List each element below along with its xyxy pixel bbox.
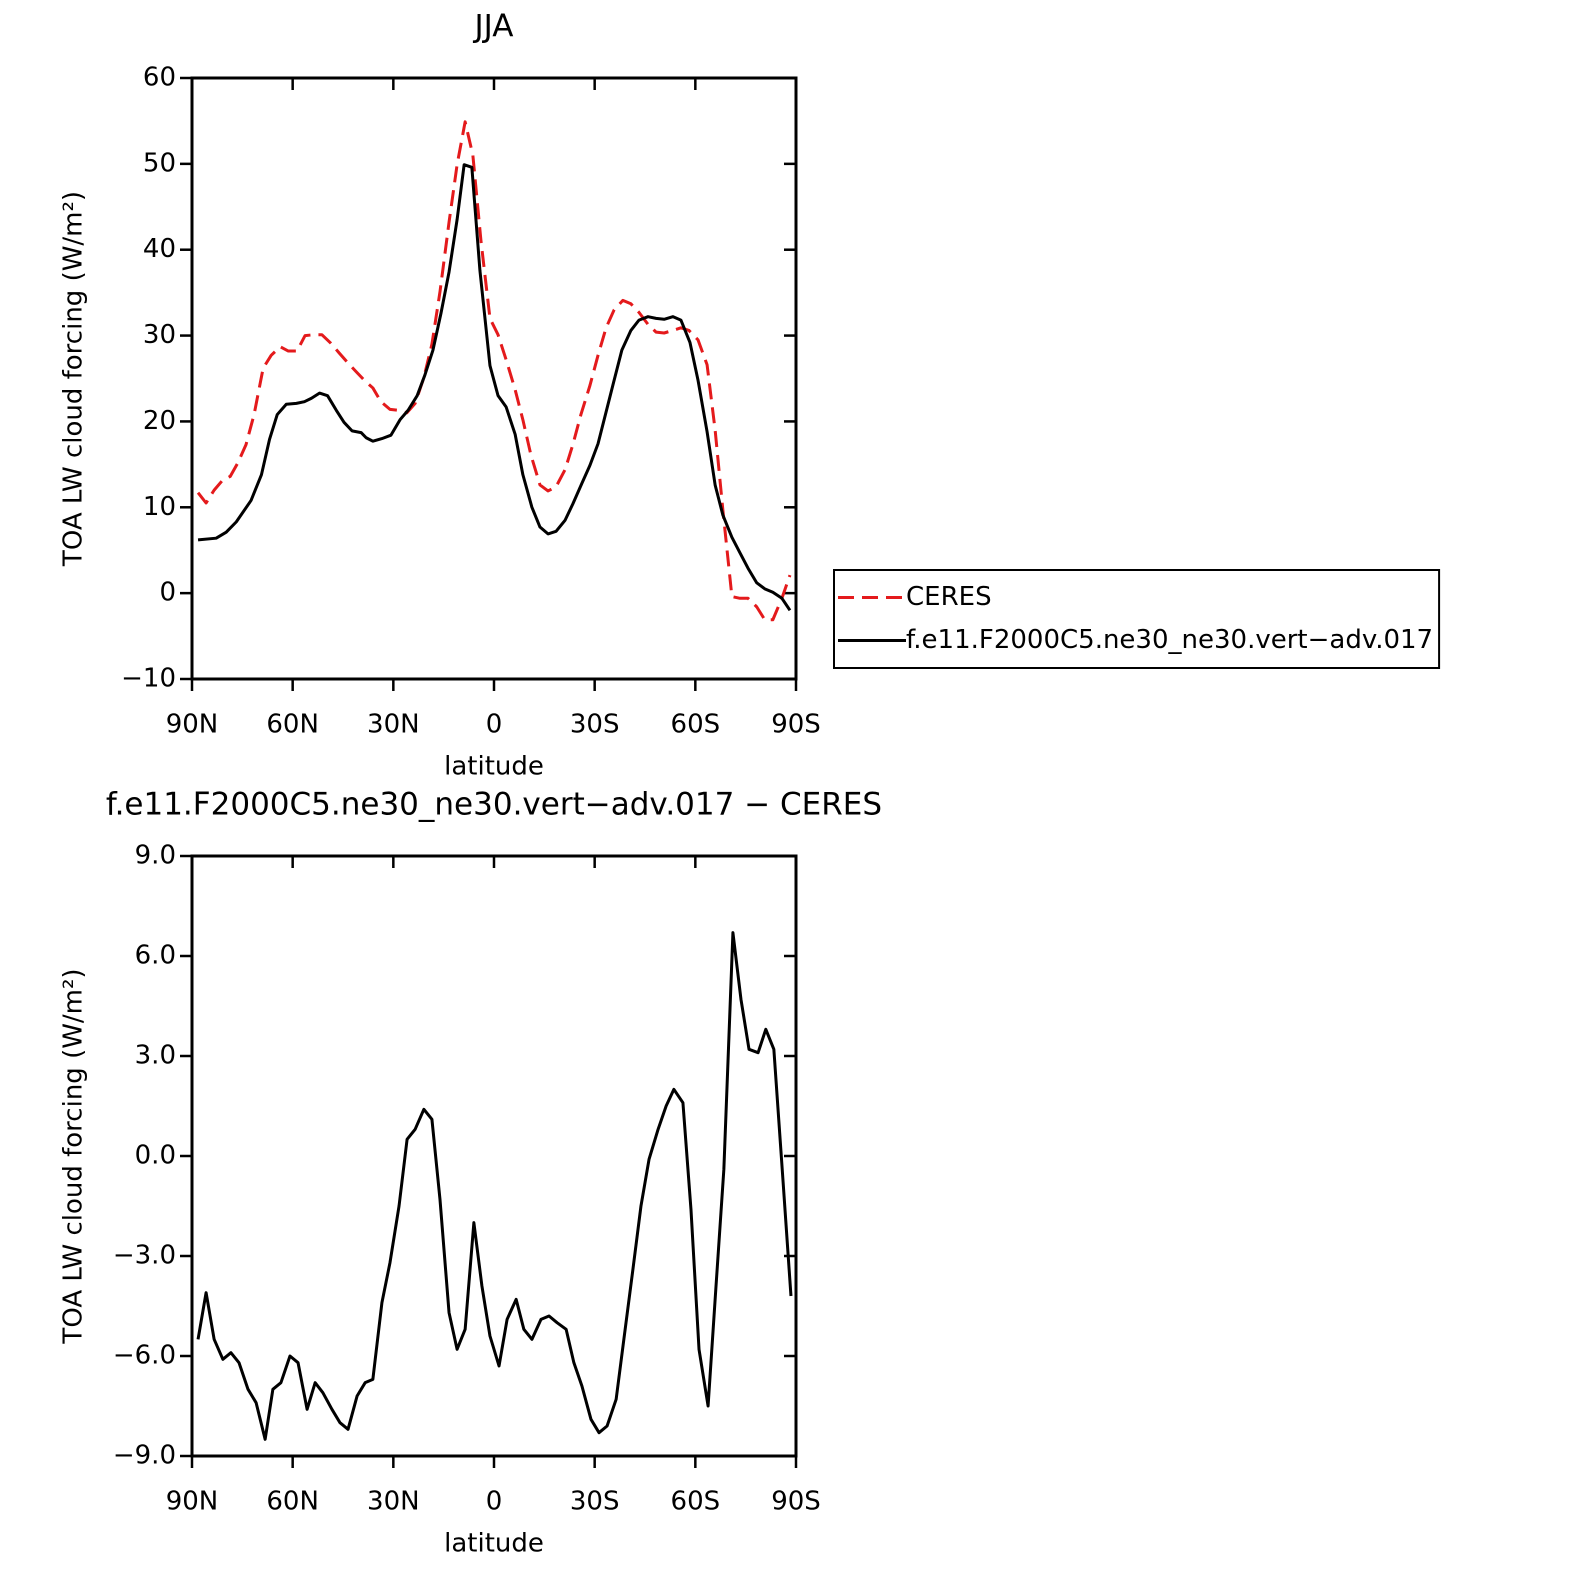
y-tick-label: 60 [143,63,176,93]
plot-frame [190,854,798,1458]
x-tick-label: 90N [166,710,219,740]
legend-label: f.e11.F2000C5.ne30_ne30.vert−adv.017 [906,625,1433,655]
y-tick-label: 6.0 [135,941,176,971]
x-tick-label: 0 [486,710,503,740]
x-tick-label: 30N [367,1487,420,1517]
x-tick-label: 60N [266,1487,319,1517]
plot-frame [190,76,798,681]
x-tick-label: 30S [570,710,620,740]
y-tick-label: −3.0 [113,1241,176,1271]
y-tick-label: −6.0 [113,1341,176,1371]
y-tick-label: 10 [143,492,176,522]
x-tick-label: 60S [671,710,721,740]
legend-label: CERES [906,582,992,612]
x-tick-label: 90S [771,1487,821,1517]
y-tick-label: 0.0 [135,1141,176,1171]
y-tick-label: −10 [121,664,176,694]
x-axis-label: latitude [444,752,544,782]
y-tick-label: 50 [143,148,176,178]
x-tick-label: 60S [671,1487,721,1517]
y-tick-label: 40 [143,234,176,264]
x-axis-label: latitude [444,1529,544,1559]
y-tick-label: 3.0 [135,1041,176,1071]
legend-box [833,569,1441,669]
x-tick-label: 60N [266,710,319,740]
data-line [196,931,793,1441]
x-tick-label: 90S [771,710,821,740]
y-tick-label: 30 [143,320,176,350]
x-tick-label: 30S [570,1487,620,1517]
y-tick-label: 20 [143,406,176,436]
chart-title: JJA [473,9,514,45]
data-line [196,120,792,622]
x-tick-label: 0 [486,1487,503,1517]
chart-title: f.e11.F2000C5.ne30_ne30.vert−adv.017 − C… [106,787,882,823]
y-tick-label: 9.0 [135,841,176,871]
y-axis-label: TOA LW cloud forcing (W/m²) [59,191,89,567]
x-tick-label: 30N [367,710,420,740]
y-tick-label: −9.0 [113,1441,176,1471]
y-tick-label: 0 [159,578,176,608]
data-line [197,163,792,612]
y-axis-label: TOA LW cloud forcing (W/m²) [59,968,89,1344]
x-tick-label: 90N [166,1487,219,1517]
